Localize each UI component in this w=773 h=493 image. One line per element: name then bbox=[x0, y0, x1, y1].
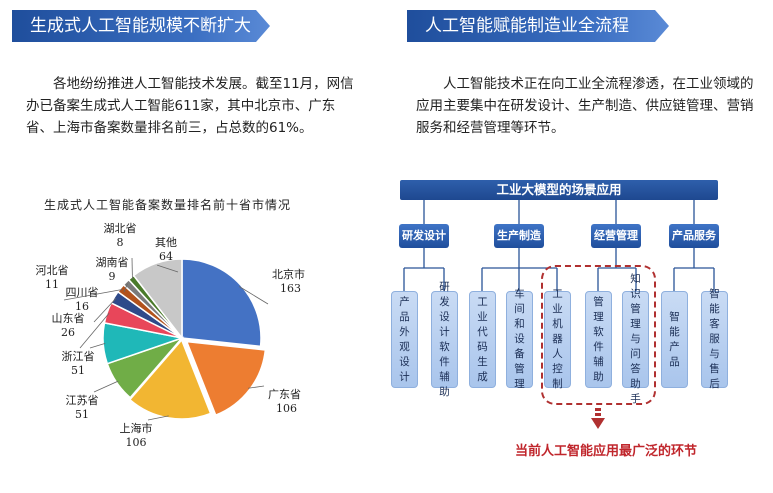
pie-leader-line bbox=[156, 264, 179, 273]
app-label: 研发设计软件辅助 bbox=[439, 280, 450, 398]
left-paragraph: 各地纷纷推进人工智能技术发展。截至11月，网信办已备案生成式人工智能611家，其… bbox=[26, 76, 354, 136]
chart-title: 生成式人工智能备案数量排名前十省市情况 bbox=[44, 198, 292, 212]
pie-label-name: 广东省 bbox=[268, 388, 301, 401]
category-rd-design: 研发设计 bbox=[399, 224, 449, 248]
pie-leader-line bbox=[89, 342, 106, 349]
pie-label-value: 9 bbox=[109, 270, 116, 283]
highlight-dashed-box bbox=[541, 265, 656, 405]
app-box: 工业代码生成 bbox=[469, 291, 496, 388]
pie-slice bbox=[106, 336, 185, 399]
right-paragraph: 人工智能技术正在向工业全流程渗透，在工业领域的应用主要集中在研发设计、生产制造、… bbox=[416, 76, 754, 136]
pie-label-name: 江苏省 bbox=[66, 394, 99, 407]
left-section-banner: 生成式人工智能规模不断扩大 bbox=[12, 10, 270, 42]
diagram-header: 工业大模型的场景应用 bbox=[400, 180, 718, 200]
pie-slice bbox=[116, 283, 183, 339]
pie-slice bbox=[127, 274, 183, 339]
app-box: 管理软件辅助 bbox=[585, 291, 612, 388]
pie-slice bbox=[102, 321, 185, 365]
pie-label-name: 浙江省 bbox=[62, 350, 95, 363]
app-label: 工业机器人控制 bbox=[552, 288, 563, 390]
pie-label-value: 51 bbox=[71, 364, 85, 377]
app-label: 智能客服与售后 bbox=[709, 288, 720, 390]
pie-leader-line bbox=[63, 289, 123, 301]
pie-label-value: 106 bbox=[126, 436, 147, 449]
right-section-banner: 人工智能赋能制造业全流程 bbox=[407, 10, 669, 42]
pie-label-value: 11 bbox=[45, 278, 59, 291]
app-label: 知识管理与问答助手 bbox=[630, 273, 641, 405]
arrow-down-icon bbox=[591, 408, 605, 429]
app-box: 知识管理与问答助手 bbox=[622, 273, 649, 405]
pie-leader-line bbox=[239, 286, 269, 305]
app-box: 智能产品 bbox=[661, 291, 688, 388]
pie-label-value: 16 bbox=[75, 300, 89, 313]
category-operations: 经营管理 bbox=[591, 224, 641, 248]
pie-label-value: 106 bbox=[276, 402, 297, 415]
highlight-caption: 当前人工智能应用最广泛的环节 bbox=[514, 444, 697, 459]
pie-leader-line bbox=[147, 415, 169, 421]
pie-slice bbox=[185, 340, 267, 417]
pie-slice bbox=[132, 258, 183, 341]
app-label: 工业代码生成 bbox=[477, 295, 488, 383]
pie-label-value: 64 bbox=[159, 250, 173, 263]
pie-slice bbox=[122, 278, 183, 339]
pie-label-name: 四川省 bbox=[66, 286, 99, 299]
pie-leader-line bbox=[93, 380, 119, 393]
app-box: 智能客服与售后 bbox=[701, 288, 728, 390]
pie-label-value: 51 bbox=[75, 408, 89, 421]
app-box: 车间和设备管理 bbox=[506, 288, 533, 390]
app-label: 产品外观设计 bbox=[399, 295, 410, 383]
pie-label-name: 山东省 bbox=[52, 312, 85, 325]
pie-leader-line bbox=[93, 297, 117, 323]
app-box: 产品外观设计 bbox=[391, 291, 418, 388]
category-production: 生产制造 bbox=[494, 224, 544, 248]
pie-label-value: 163 bbox=[280, 282, 301, 295]
pie-leader-line bbox=[247, 385, 265, 389]
pie-label-name: 湖南省 bbox=[96, 256, 129, 269]
pie-leader-line bbox=[79, 313, 110, 349]
pie-label-name: 河北省 bbox=[36, 264, 69, 277]
pie-label-value: 26 bbox=[61, 326, 75, 339]
pie-slice bbox=[110, 290, 183, 339]
app-label: 管理软件辅助 bbox=[593, 295, 604, 383]
pie-slice bbox=[181, 258, 262, 348]
pie-label-name: 上海市 bbox=[120, 421, 153, 435]
pie-slice bbox=[128, 338, 212, 420]
pie-slice bbox=[103, 301, 183, 339]
app-box: 工业机器人控制 bbox=[544, 288, 571, 390]
pie-leader-line bbox=[123, 283, 128, 293]
pie-label-value: 8 bbox=[117, 236, 124, 249]
pie-label-name: 湖北省 bbox=[104, 222, 137, 235]
pie-label-name: 北京市 bbox=[272, 267, 305, 281]
pie-label-name: 其他 bbox=[155, 236, 177, 249]
app-label: 智能产品 bbox=[669, 310, 680, 368]
app-box: 研发设计软件辅助 bbox=[431, 281, 458, 398]
category-product-service: 产品服务 bbox=[669, 224, 719, 248]
app-label: 车间和设备管理 bbox=[514, 288, 525, 390]
